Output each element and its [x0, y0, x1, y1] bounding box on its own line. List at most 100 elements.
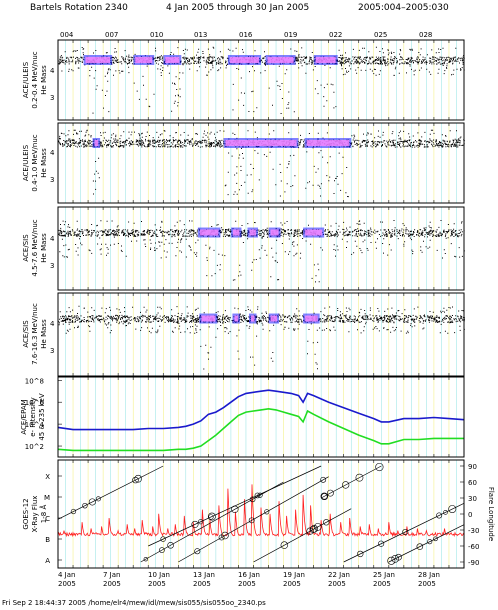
- right-tick-label: -90: [468, 559, 479, 567]
- panel-ylabel: ACE/SIS: [22, 320, 30, 348]
- date-tick-day: 19 Jan: [283, 571, 305, 579]
- density-core: [234, 315, 238, 322]
- panel-ylabel: He Mass: [40, 65, 48, 95]
- flare-marker: [70, 508, 77, 515]
- top-day-tick: 016: [239, 31, 253, 39]
- y-tick-label: 3: [50, 176, 54, 184]
- footer-path: Fri Sep 2 18:44:37 2005 /home/elr4/mew/i…: [2, 599, 266, 607]
- flare-marker: [355, 473, 364, 482]
- density-core: [249, 229, 256, 236]
- panel-ylabel: e- Intensity: [29, 397, 37, 437]
- y-tick-label: 10^2: [25, 443, 44, 451]
- flare-marker: [95, 496, 101, 502]
- flare-marker: [160, 536, 166, 542]
- y-tick-label: 4: [50, 67, 55, 75]
- mass-points: [58, 46, 465, 114]
- doy-range-title: 2005:004–2005:030: [358, 3, 449, 13]
- panel-ylabel: GOES-12: [22, 498, 30, 529]
- right-tick-label: 30: [468, 495, 477, 503]
- density-core: [306, 140, 350, 146]
- flare-marker: [375, 462, 384, 472]
- density-core: [270, 229, 279, 236]
- density-core: [135, 57, 153, 63]
- date-ticks: 4 Jan 2005 7 Jan 2005 10 Jan 2005 13 Jan…: [58, 571, 440, 588]
- flare-marker: [427, 539, 433, 545]
- panel-ylabel: 45 & 235 keV: [38, 393, 46, 441]
- flare-longitude-track: [343, 503, 465, 563]
- date-tick-year: 2005: [328, 580, 346, 588]
- top-day-ticks: 004 007 010 013 016 019 022 025 028: [60, 31, 432, 39]
- panel-ylabel: He Mass: [40, 319, 48, 349]
- panel-goes-xray: GOES-12 X-Ray Flux 1-8 Å Flare Longitude…: [22, 459, 495, 569]
- flare-longitude-track: [148, 465, 322, 547]
- y-tick-label: 10^4: [25, 421, 45, 429]
- panel-ylabel: 1-8 Å: [39, 505, 48, 524]
- flare-longitude-track: [253, 508, 352, 563]
- y-tick-label: C: [45, 515, 50, 523]
- density-core: [267, 57, 294, 63]
- flare-marker: [416, 543, 424, 550]
- electron-series-line: [57, 407, 464, 452]
- y-tick-label: 3: [50, 262, 54, 270]
- flare-marker: [264, 509, 270, 515]
- panel-ylabel: 0.4-1.0 MeV/nuc: [31, 134, 39, 191]
- panel-ylabel: ACE/ULEIS: [22, 144, 30, 181]
- y-tick-label: 4: [50, 235, 55, 243]
- flare-marker: [357, 550, 364, 558]
- top-day-tick: 004: [60, 31, 74, 39]
- flare-marker: [433, 536, 438, 542]
- flare-marker: [306, 527, 314, 535]
- flare-marker: [321, 493, 328, 500]
- date-tick-day: 28 Jan: [418, 571, 440, 579]
- panel-sis-low: ACE/SIS 4.5-7.6 MeV/nuc He Mass 4 3: [22, 206, 465, 291]
- date-tick-year: 2005: [283, 580, 301, 588]
- date-range-title: 4 Jan 2005 through 30 Jan 2005: [166, 3, 309, 13]
- y-tick-label: 4: [50, 320, 55, 328]
- right-tick-label: 90: [468, 463, 477, 471]
- top-day-tick: 010: [150, 31, 163, 39]
- panel-ylabel: X-Ray Flux: [31, 496, 39, 533]
- top-day-tick: 013: [194, 31, 207, 39]
- flare-marker: [82, 503, 88, 509]
- date-tick-day: 7 Jan: [103, 571, 120, 579]
- flare-marker: [208, 514, 214, 520]
- y-tick-label: 10^6: [25, 399, 45, 407]
- flare-marker: [436, 512, 443, 519]
- panel-epam-electrons: ACE/EPAM e- Intensity 45 & 235 keV 10^8 1…: [20, 376, 465, 458]
- flare-marker: [134, 474, 142, 483]
- mass-points: [58, 129, 465, 198]
- flare-marker: [159, 547, 165, 553]
- flare-marker: [402, 529, 409, 535]
- flare-marker: [320, 492, 329, 501]
- panel-uleis-low: ACE/ULEIS 0.2-0.4 MeV/nuc He Mass 4 3: [22, 39, 465, 121]
- date-tick-day: 4 Jan: [58, 571, 75, 579]
- flare-marker: [191, 520, 199, 528]
- flare-marker: [194, 548, 201, 555]
- density-core: [199, 229, 219, 236]
- right-tick-label: 60: [468, 479, 477, 487]
- date-tick-day: 22 Jan: [328, 571, 350, 579]
- flare-marker: [248, 517, 255, 524]
- date-tick-year: 2005: [238, 580, 256, 588]
- y-tick-label: 3: [50, 347, 54, 355]
- date-tick-year: 2005: [193, 580, 211, 588]
- rotation-title: Bartels Rotation 2340: [30, 3, 128, 13]
- density-core: [85, 57, 111, 63]
- date-tick-day: 13 Jan: [193, 571, 215, 579]
- flare-marker: [280, 541, 289, 549]
- panel-ylabel: 0.2-0.4 MeV/nuc: [31, 51, 39, 108]
- flare-marker: [249, 496, 256, 503]
- right-axis-label: Flare Longitude: [487, 487, 495, 541]
- y-tick-label: X: [45, 473, 50, 481]
- panel-ylabel: ACE/SIS: [22, 234, 30, 262]
- xray-flux-line: [57, 484, 465, 538]
- flare-marker: [313, 523, 322, 531]
- density-core: [229, 57, 259, 63]
- density-core: [250, 315, 255, 322]
- date-tick-year: 2005: [58, 580, 76, 588]
- date-tick-year: 2005: [373, 580, 391, 588]
- density-core: [305, 229, 323, 236]
- right-tick-label: 0: [468, 511, 472, 519]
- flare-marker: [132, 476, 139, 484]
